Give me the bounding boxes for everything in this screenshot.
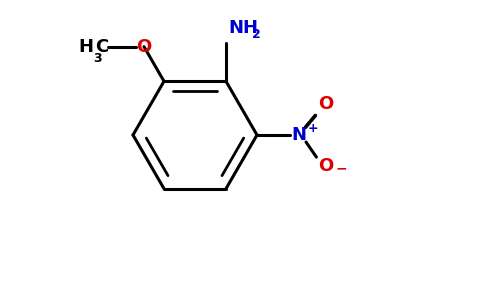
Text: O: O <box>318 95 333 113</box>
Text: O: O <box>136 38 151 56</box>
Text: +: + <box>308 122 318 134</box>
Text: −: − <box>335 161 347 175</box>
Text: O: O <box>318 157 333 175</box>
Text: 3: 3 <box>93 52 102 65</box>
Text: N: N <box>291 126 306 144</box>
Text: C: C <box>95 38 108 56</box>
Text: NH: NH <box>228 19 258 37</box>
Text: H: H <box>78 38 93 56</box>
Text: 2: 2 <box>252 28 261 41</box>
